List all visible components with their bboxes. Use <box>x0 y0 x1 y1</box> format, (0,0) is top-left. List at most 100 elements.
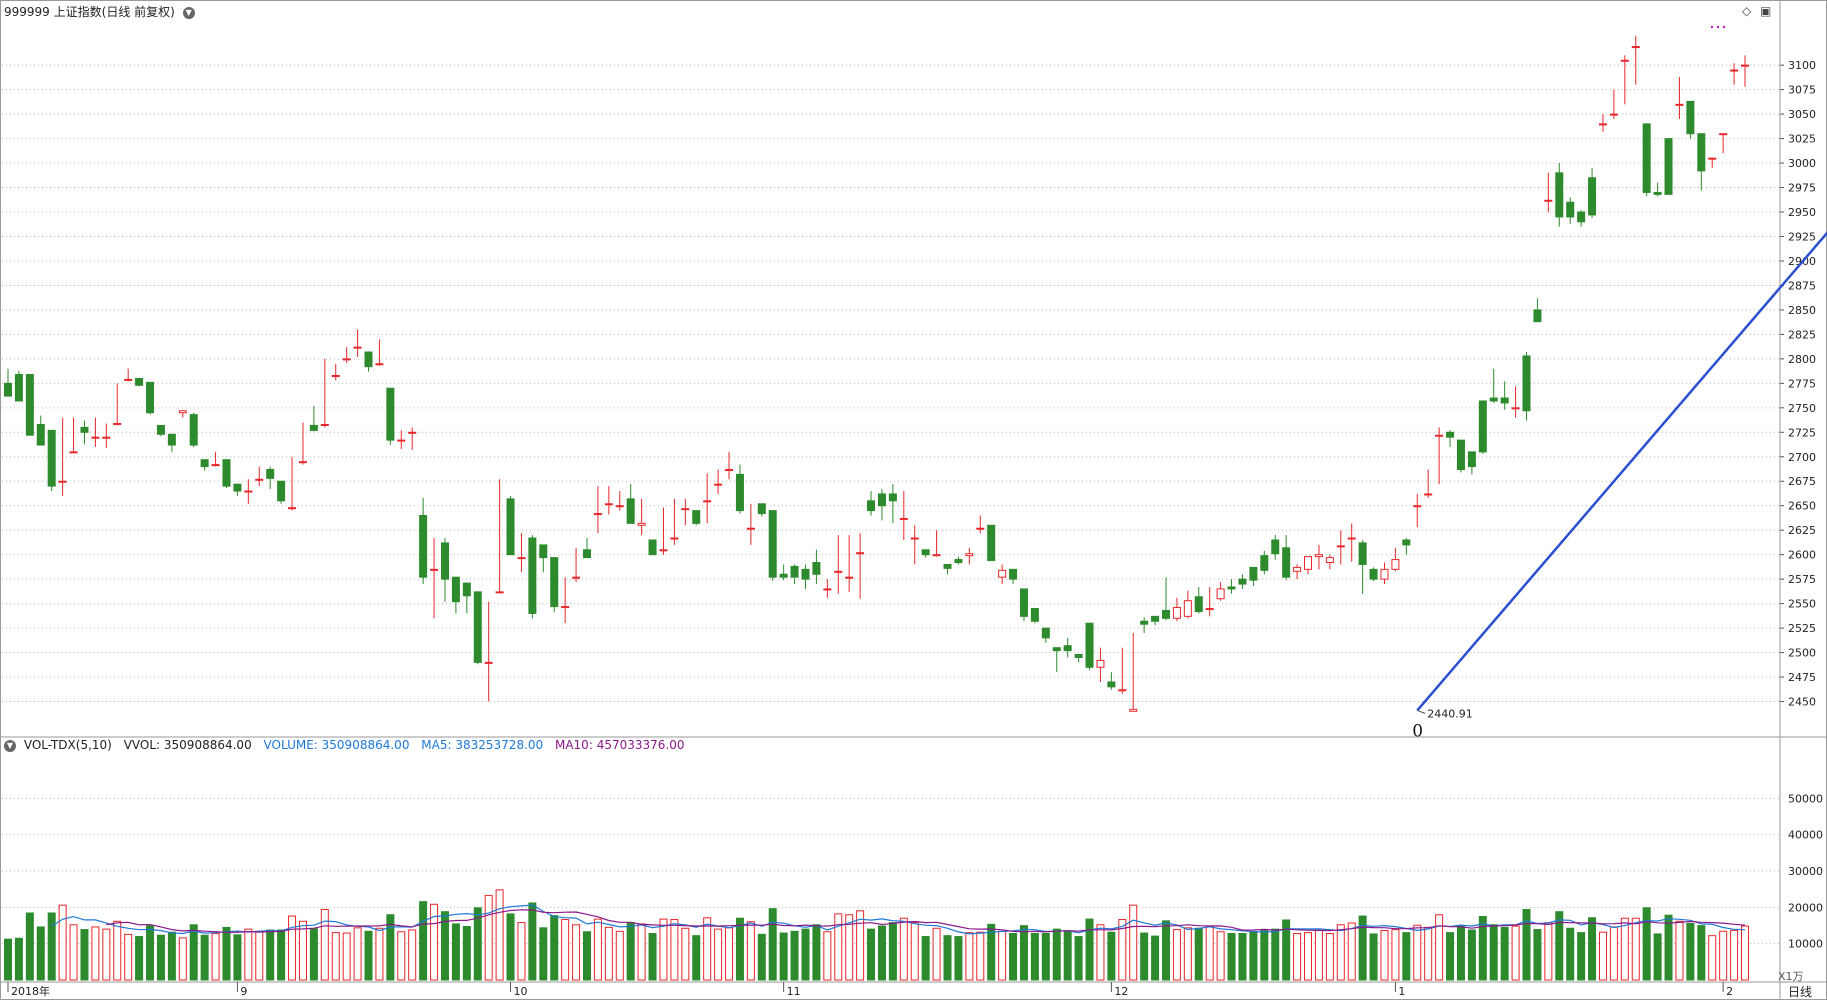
volume-bar <box>135 936 144 981</box>
candle-body <box>1588 177 1597 216</box>
candle-body <box>877 493 886 507</box>
candle-body <box>1129 708 1138 712</box>
price-tick-label: 2575 <box>1788 573 1816 586</box>
volume-bar <box>604 926 613 981</box>
candle-body <box>1424 493 1433 496</box>
ma5-line <box>51 904 1746 935</box>
volume-bar <box>1009 932 1018 981</box>
volume-bar <box>1358 915 1367 981</box>
candle-body <box>1183 600 1192 617</box>
volume-bar <box>233 934 242 981</box>
chevron-down-icon[interactable]: ▼ <box>182 6 195 19</box>
candle-body <box>714 483 723 486</box>
ma5-label: MA5: <box>421 738 452 752</box>
volume-bar <box>451 923 460 981</box>
candle-body <box>4 382 12 397</box>
volume-bar <box>167 931 176 981</box>
volume-bar <box>156 934 165 981</box>
volume-bar <box>375 927 384 981</box>
candle-body <box>484 661 493 664</box>
volume-tick-label: 40000 <box>1788 829 1823 842</box>
candle-body <box>408 431 417 434</box>
candle-body <box>47 429 56 487</box>
volume-bar <box>298 920 307 981</box>
volume-bar <box>1304 932 1313 981</box>
marker-dot <box>1716 25 1720 29</box>
candle-body <box>1741 64 1749 67</box>
vol-indicator-name: VOL-TDX(5,10) <box>23 738 112 752</box>
volume-bar <box>888 922 897 981</box>
candle-body <box>932 554 941 557</box>
window-toggle-icon[interactable]: ▣ <box>1760 4 1772 18</box>
volume-bar <box>517 922 526 981</box>
candle-body <box>1620 59 1629 62</box>
volume-bar <box>495 889 504 981</box>
volume-bar <box>1183 927 1192 981</box>
chevron-down-icon[interactable]: ▼ <box>4 739 16 752</box>
candle-body <box>189 414 198 446</box>
candle-body <box>288 507 297 510</box>
candle-body <box>834 570 843 573</box>
volume-bar <box>36 926 45 981</box>
candle-body <box>998 569 1007 578</box>
volume-bar <box>965 932 974 981</box>
volume-bar <box>593 918 602 981</box>
candle-body <box>1314 554 1323 558</box>
price-tick-label: 2700 <box>1788 451 1816 464</box>
candle-body <box>506 498 515 556</box>
candle-body <box>746 527 755 530</box>
volume-bar <box>473 907 482 981</box>
diamond-icon[interactable]: ◇ <box>1742 4 1752 18</box>
candle-body <box>1249 566 1258 581</box>
candle-body <box>954 559 963 564</box>
volume-bar <box>812 924 821 981</box>
volume-bar <box>397 931 406 981</box>
candle-body <box>1642 123 1651 193</box>
period-label[interactable]: 日线 <box>1788 985 1813 999</box>
candle-body <box>1686 100 1695 135</box>
candle-body <box>856 552 865 555</box>
volume-bar <box>266 929 275 981</box>
candle-body <box>1282 547 1291 578</box>
price-tick-label: 2650 <box>1788 500 1816 513</box>
volume-bar <box>1249 931 1258 981</box>
candle-body <box>113 422 122 425</box>
candle-body <box>1074 654 1083 658</box>
index-code: 999999 <box>4 5 50 19</box>
candle-body <box>146 381 155 414</box>
price-tick-label: 3100 <box>1788 59 1816 72</box>
candle-body <box>102 436 111 439</box>
volume-bar <box>1544 922 1553 981</box>
volume-bar <box>1129 904 1138 981</box>
candle-body <box>397 439 406 442</box>
volume-bar <box>1096 924 1105 981</box>
volume-bar <box>1620 917 1629 981</box>
wave-line <box>1416 231 1827 712</box>
volume-bar <box>899 917 908 981</box>
ma10-label: MA10: <box>554 738 593 752</box>
time-tick-label: 2018年 <box>11 984 50 998</box>
candle-body <box>430 568 439 571</box>
volume-bar <box>1271 928 1280 981</box>
volume-bar <box>1052 928 1061 981</box>
candle-body <box>1052 647 1061 652</box>
volume-bar <box>779 932 788 981</box>
volume-bar <box>1456 925 1465 981</box>
candle-body <box>1271 539 1280 555</box>
volume-bar <box>1019 925 1028 981</box>
candle-body <box>1456 439 1465 470</box>
candle-body <box>1227 586 1236 590</box>
volume-bar <box>1467 929 1476 981</box>
candle-body <box>703 500 712 503</box>
candle-body <box>572 576 581 579</box>
volume-bar <box>1588 917 1597 981</box>
price-tick-label: 2475 <box>1788 671 1816 684</box>
volume-bar <box>124 933 133 981</box>
ma10-line <box>106 909 1746 933</box>
price-tick-label: 2725 <box>1788 426 1816 439</box>
volume-bar <box>408 929 417 981</box>
price-tick-label: 2875 <box>1788 279 1816 292</box>
candle-body <box>1030 608 1039 622</box>
volume-bar <box>528 902 537 981</box>
